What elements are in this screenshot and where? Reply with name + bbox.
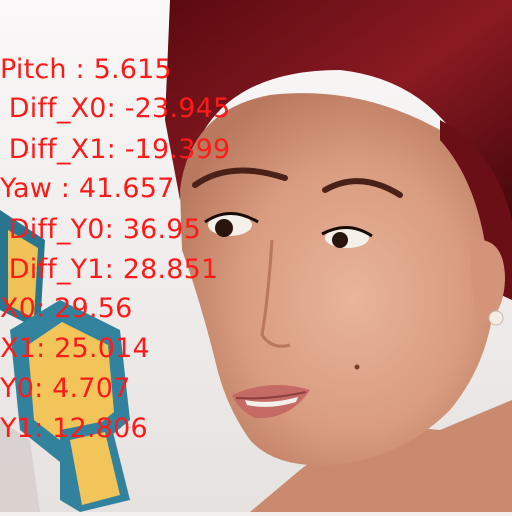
x1-readout: X1: 25.014	[0, 333, 150, 364]
diff-x0-readout: Diff_X0: -23.945	[0, 93, 231, 124]
background-sign	[0, 210, 130, 512]
y0-readout: Y0: 4.707	[0, 373, 131, 404]
yaw-readout: Yaw : 41.657	[0, 173, 175, 204]
diff-y1-readout: Diff_Y1: 28.851	[0, 254, 219, 285]
x0-readout: X0: 29.56	[0, 293, 133, 324]
pitch-readout: Pitch : 5.615	[0, 54, 172, 85]
y1-readout: Y1: 12.806	[0, 413, 148, 444]
diff-x1-readout: Diff_X1: -19.399	[0, 134, 231, 165]
diff-y0-readout: Diff_Y0: 36.95	[0, 214, 202, 245]
